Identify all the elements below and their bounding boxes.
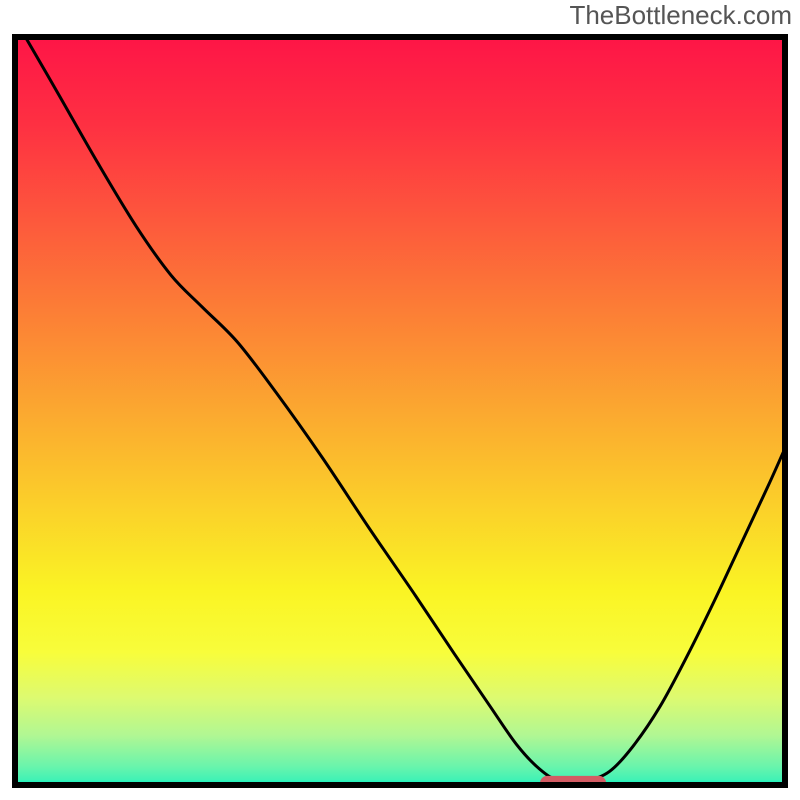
gradient-background: [12, 34, 788, 788]
chart-frame: TheBottleneck.com: [0, 0, 800, 800]
chart-svg: [12, 34, 788, 788]
watermark-text: TheBottleneck.com: [569, 0, 792, 31]
plot-area: [12, 34, 788, 788]
